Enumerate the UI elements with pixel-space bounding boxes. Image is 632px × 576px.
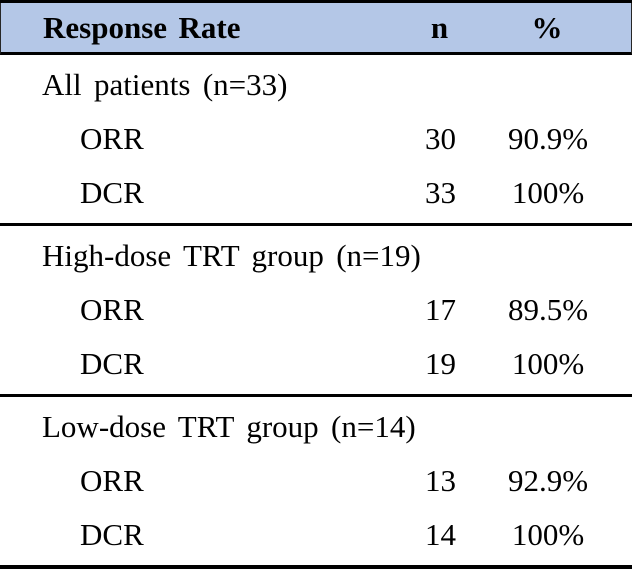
pct-cell: 89.5% (507, 292, 589, 327)
group-label-row: All patients (n=33) (0, 58, 632, 112)
n-cell: 19 (425, 346, 456, 381)
group-label-row: Low-dose TRT group (n=14) (0, 400, 632, 454)
metric-cell: DCR (80, 175, 144, 210)
pct-cell: 100% (511, 517, 585, 552)
n-cell: 14 (425, 517, 456, 552)
pct-cell: 100% (511, 175, 585, 210)
metric-cell: ORR (80, 463, 144, 498)
section-all-patients: All patients (n=33) ORR 30 90.9% DCR 33 … (0, 55, 632, 223)
pct-cell: 100% (511, 346, 585, 381)
n-cell: 30 (425, 121, 456, 156)
group-label: All patients (n=33) (42, 67, 288, 102)
pct-cell: 92.9% (507, 463, 589, 498)
n-cell: 13 (425, 463, 456, 498)
table-row: DCR 19 100% (0, 337, 632, 391)
n-cell: 33 (425, 175, 456, 210)
section-high-dose-trt: High-dose TRT group (n=19) ORR 17 89.5% … (0, 223, 632, 394)
header-col-percent: % (531, 9, 563, 45)
pct-cell: 90.9% (507, 121, 589, 156)
table-row: ORR 17 89.5% (0, 283, 632, 337)
metric-cell: DCR (80, 346, 144, 381)
table-header-row: Response Rate n % (0, 3, 632, 55)
metric-cell: DCR (80, 517, 144, 552)
table-row: ORR 30 90.9% (0, 112, 632, 166)
group-label: Low-dose TRT group (n=14) (42, 409, 416, 444)
metric-cell: ORR (80, 121, 144, 156)
table-row: ORR 13 92.9% (0, 454, 632, 508)
table-row: DCR 33 100% (0, 166, 632, 220)
group-label: High-dose TRT group (n=19) (42, 238, 421, 273)
n-cell: 17 (425, 292, 456, 327)
header-col-n: n (430, 9, 449, 45)
table-row: DCR 14 100% (0, 508, 632, 562)
header-col-response-rate: Response Rate (43, 9, 241, 45)
metric-cell: ORR (80, 292, 144, 327)
section-low-dose-trt: Low-dose TRT group (n=14) ORR 13 92.9% D… (0, 394, 632, 565)
group-label-row: High-dose TRT group (n=19) (0, 229, 632, 283)
